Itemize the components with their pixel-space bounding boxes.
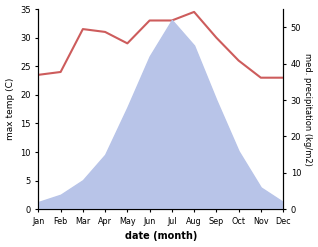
- Y-axis label: max temp (C): max temp (C): [5, 78, 15, 140]
- Y-axis label: med. precipitation (kg/m2): med. precipitation (kg/m2): [303, 53, 313, 165]
- X-axis label: date (month): date (month): [125, 231, 197, 242]
